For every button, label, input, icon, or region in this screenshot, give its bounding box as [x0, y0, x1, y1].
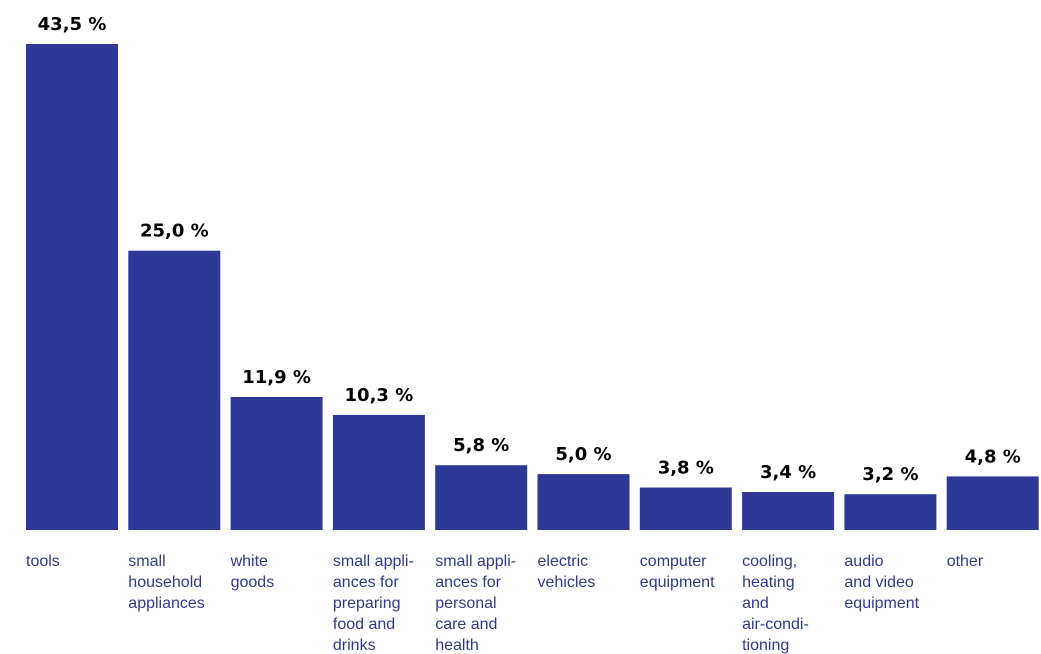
bar-9	[946, 476, 1039, 530]
category-label-1: small household appliances	[128, 553, 205, 612]
bar-value-label-2: 11,9 %	[242, 367, 311, 388]
category-label-line: care and	[435, 616, 497, 633]
category-label-line: small	[128, 553, 165, 570]
category-label-line: health	[435, 637, 479, 654]
bars-group	[26, 44, 1039, 530]
category-label-line: equipment	[844, 595, 919, 612]
bar-value-label-7: 3,4 %	[760, 462, 816, 483]
category-label-line: electric	[538, 553, 589, 570]
category-label-3: small appli-ances for preparing food and dr…	[333, 553, 414, 654]
bar-value-label-3: 10,3 %	[345, 385, 414, 406]
category-label-line: tioning	[742, 637, 789, 654]
category-label-line: vehicles	[538, 574, 596, 591]
category-label-line: and video	[844, 574, 913, 591]
category-label-8: audio and video equipment	[844, 553, 919, 612]
bar-value-label-5: 5,0 %	[555, 444, 611, 465]
bar-3	[332, 414, 425, 530]
bar-value-label-6: 3,8 %	[658, 458, 714, 479]
category-label-0: tools	[26, 553, 60, 570]
category-label-line: ances for	[435, 574, 501, 591]
bar-7	[742, 492, 835, 530]
bar-4	[435, 465, 528, 530]
category-label-4: small appli-ances for personal care and hea…	[435, 553, 516, 654]
category-label-line: small appli-	[333, 553, 414, 570]
category-label-6: computer equipment	[640, 553, 715, 591]
bar-1	[128, 250, 221, 530]
category-label-line: other	[947, 553, 984, 570]
category-label-line: food and	[333, 616, 395, 633]
bar-value-label-4: 5,8 %	[453, 435, 509, 456]
bar-5	[537, 474, 630, 530]
category-label-line: personal	[435, 595, 496, 612]
category-label-line: and	[742, 595, 769, 612]
category-label-line: cooling,	[742, 553, 797, 570]
category-labels-group: tools small household appliances white goods s…	[26, 553, 984, 654]
bar-value-label-0: 43,5 %	[38, 14, 107, 35]
value-labels-group: 43,5 % 25,0 % 11,9 % 10,3 % 5,8 % 5,0 % 3,8 % 3…	[38, 14, 1021, 485]
category-label-line: small appli-	[435, 553, 516, 570]
category-label-line: goods	[231, 574, 275, 591]
category-label-line: appliances	[128, 595, 205, 612]
category-label-5: electric vehicles	[538, 553, 596, 591]
category-label-line: white	[230, 553, 268, 570]
category-label-9: other	[947, 553, 984, 570]
category-label-line: computer	[640, 553, 707, 570]
bar-8	[844, 494, 937, 530]
category-label-line: equipment	[640, 574, 715, 591]
category-label-7: cooling, heating and air-condi-tioning	[742, 553, 809, 654]
category-label-line: tools	[26, 553, 60, 570]
bar-value-label-8: 3,2 %	[862, 464, 918, 485]
bar-2	[230, 397, 323, 530]
category-label-line: audio	[844, 553, 883, 570]
bar-value-label-9: 4,8 %	[965, 446, 1021, 467]
category-label-line: air-condi-	[742, 616, 809, 633]
category-label-2: white goods	[230, 553, 275, 591]
bar-value-label-1: 25,0 %	[140, 221, 209, 242]
category-label-line: heating	[742, 574, 795, 591]
bar-0	[26, 44, 118, 530]
category-label-line: drinks	[333, 637, 376, 654]
category-label-line: preparing	[333, 595, 401, 612]
bar-6	[639, 487, 732, 530]
category-label-line: household	[128, 574, 202, 591]
category-label-line: ances for	[333, 574, 399, 591]
